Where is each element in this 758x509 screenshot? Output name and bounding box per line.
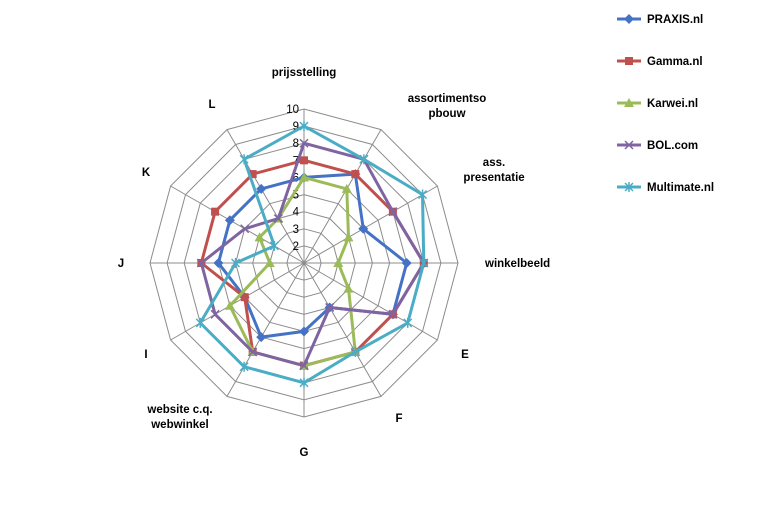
grid-spoke xyxy=(303,185,438,264)
data-point xyxy=(299,326,309,337)
data-point xyxy=(213,258,224,268)
tick-label: 2 xyxy=(293,241,299,253)
category-label: K xyxy=(142,167,151,179)
tick-label: 4 xyxy=(293,207,300,219)
category-label: E xyxy=(461,349,469,361)
data-point xyxy=(240,224,250,234)
grid-spoke xyxy=(170,185,305,264)
data-point xyxy=(248,170,257,179)
series-3 xyxy=(196,138,429,371)
data-point xyxy=(343,283,354,293)
data-point xyxy=(351,170,360,179)
data-point xyxy=(341,183,352,193)
category-label: winkelbeeld xyxy=(484,258,550,270)
legend-item: PRAXIS.nl xyxy=(617,14,703,26)
data-point xyxy=(239,154,249,165)
grid-spoke xyxy=(226,129,305,264)
data-point xyxy=(196,258,206,268)
series-2 xyxy=(224,172,361,370)
series-line xyxy=(228,175,357,368)
data-point xyxy=(224,215,235,226)
category-label: J xyxy=(118,258,124,270)
data-point xyxy=(333,258,344,267)
data-point xyxy=(325,302,335,312)
data-point xyxy=(625,57,633,65)
data-point xyxy=(624,140,634,150)
data-point xyxy=(256,183,267,194)
grid-spoke xyxy=(170,262,305,341)
category-label: assortimentso pbouw xyxy=(408,93,487,120)
data-point xyxy=(624,98,634,107)
data-point xyxy=(299,138,309,148)
category-label: L xyxy=(208,99,215,111)
tick-label: 8 xyxy=(293,138,299,150)
category-label: ass. presentatie xyxy=(463,157,524,184)
legend-item: Gamma.nl xyxy=(617,56,703,68)
data-point xyxy=(239,361,249,372)
data-point xyxy=(210,309,220,319)
data-point xyxy=(350,346,360,357)
data-point xyxy=(300,156,308,165)
data-point xyxy=(299,172,309,182)
series-lines xyxy=(195,121,429,388)
data-point xyxy=(624,14,634,24)
data-point xyxy=(299,361,309,371)
category-label: website c.q. webwinkel xyxy=(146,404,212,431)
data-point xyxy=(224,300,235,310)
grid-spoke xyxy=(303,262,438,341)
data-point xyxy=(211,207,220,216)
tick-label: 3 xyxy=(293,224,299,236)
grid-spoke xyxy=(303,262,382,397)
data-point xyxy=(401,258,412,268)
data-point xyxy=(388,207,398,217)
category-labels: prijsstelling assortimentso pbouw ass. prese… xyxy=(118,67,550,459)
legend-label: Karwei.nl xyxy=(647,98,698,110)
data-point xyxy=(299,377,309,388)
data-point xyxy=(240,293,249,302)
legend-label: Multimate.nl xyxy=(647,182,714,194)
legend-item: BOL.com xyxy=(617,140,698,152)
data-point xyxy=(403,317,413,328)
data-point xyxy=(299,121,309,132)
category-label: prijsstelling xyxy=(272,67,337,79)
data-point xyxy=(195,317,205,328)
tick-label: 5 xyxy=(293,190,299,202)
radar-grid xyxy=(149,108,459,418)
data-point xyxy=(343,232,354,242)
data-point xyxy=(269,240,279,251)
data-point xyxy=(256,332,267,343)
data-point xyxy=(231,258,241,268)
tick-label: 9 xyxy=(293,121,299,133)
data-point xyxy=(254,232,265,242)
series-4 xyxy=(195,121,429,388)
series-0 xyxy=(213,169,412,343)
data-point xyxy=(388,309,398,319)
grid-spoke xyxy=(303,129,382,264)
legend-item: Karwei.nl xyxy=(617,98,698,110)
data-point xyxy=(273,214,283,224)
legend-label: Gamma.nl xyxy=(647,56,703,68)
data-point xyxy=(418,189,428,200)
data-point xyxy=(624,182,634,192)
category-label: F xyxy=(395,413,402,425)
category-label: I xyxy=(144,349,147,361)
tick-label: 10 xyxy=(286,104,299,116)
legend-item: Multimate.nl xyxy=(617,182,714,194)
grid-spoke xyxy=(226,262,305,397)
legend: PRAXIS.nl Gamma.nl Karwei.nl BOL.com Multima… xyxy=(617,14,714,194)
legend-label: BOL.com xyxy=(647,140,698,152)
data-point xyxy=(358,223,369,234)
data-point xyxy=(248,347,258,357)
data-point xyxy=(359,154,369,165)
data-point xyxy=(264,258,275,267)
legend-label: PRAXIS.nl xyxy=(647,14,703,26)
category-label: G xyxy=(300,447,309,459)
data-point xyxy=(419,258,429,268)
